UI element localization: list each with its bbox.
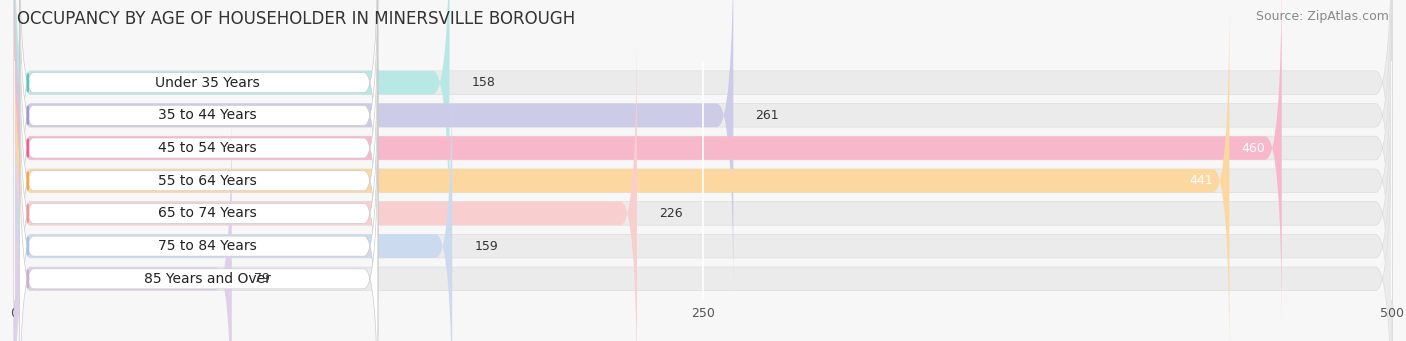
FancyBboxPatch shape: [14, 29, 637, 341]
Circle shape: [27, 74, 28, 92]
Text: Under 35 Years: Under 35 Years: [155, 76, 259, 90]
FancyBboxPatch shape: [20, 0, 378, 269]
Text: 45 to 54 Years: 45 to 54 Years: [157, 141, 256, 155]
Text: 261: 261: [755, 109, 779, 122]
FancyBboxPatch shape: [20, 0, 378, 301]
Text: 441: 441: [1189, 174, 1213, 187]
Text: 65 to 74 Years: 65 to 74 Years: [157, 206, 256, 220]
FancyBboxPatch shape: [20, 125, 378, 341]
FancyBboxPatch shape: [14, 62, 453, 341]
Text: 85 Years and Over: 85 Years and Over: [143, 272, 270, 286]
Text: 226: 226: [659, 207, 682, 220]
Circle shape: [27, 205, 28, 222]
FancyBboxPatch shape: [14, 94, 1392, 341]
FancyBboxPatch shape: [14, 0, 1282, 332]
FancyBboxPatch shape: [20, 93, 378, 341]
Text: 35 to 44 Years: 35 to 44 Years: [157, 108, 256, 122]
Text: Source: ZipAtlas.com: Source: ZipAtlas.com: [1256, 10, 1389, 23]
Text: 159: 159: [474, 240, 498, 253]
Circle shape: [27, 270, 28, 288]
Circle shape: [27, 106, 28, 124]
FancyBboxPatch shape: [14, 0, 1392, 341]
FancyBboxPatch shape: [14, 0, 1392, 300]
Circle shape: [27, 139, 28, 157]
Text: 75 to 84 Years: 75 to 84 Years: [157, 239, 256, 253]
FancyBboxPatch shape: [14, 0, 1392, 332]
Text: 55 to 64 Years: 55 to 64 Years: [157, 174, 256, 188]
Text: 79: 79: [254, 272, 270, 285]
FancyBboxPatch shape: [14, 0, 1392, 267]
Text: 460: 460: [1241, 142, 1265, 154]
FancyBboxPatch shape: [14, 0, 1229, 341]
Circle shape: [27, 237, 28, 255]
Text: 158: 158: [471, 76, 495, 89]
FancyBboxPatch shape: [14, 0, 734, 300]
FancyBboxPatch shape: [20, 0, 378, 236]
FancyBboxPatch shape: [14, 94, 232, 341]
FancyBboxPatch shape: [20, 60, 378, 341]
FancyBboxPatch shape: [14, 29, 1392, 341]
FancyBboxPatch shape: [20, 27, 378, 334]
Circle shape: [27, 172, 28, 190]
FancyBboxPatch shape: [14, 62, 1392, 341]
FancyBboxPatch shape: [14, 0, 450, 267]
Text: OCCUPANCY BY AGE OF HOUSEHOLDER IN MINERSVILLE BOROUGH: OCCUPANCY BY AGE OF HOUSEHOLDER IN MINER…: [17, 10, 575, 28]
